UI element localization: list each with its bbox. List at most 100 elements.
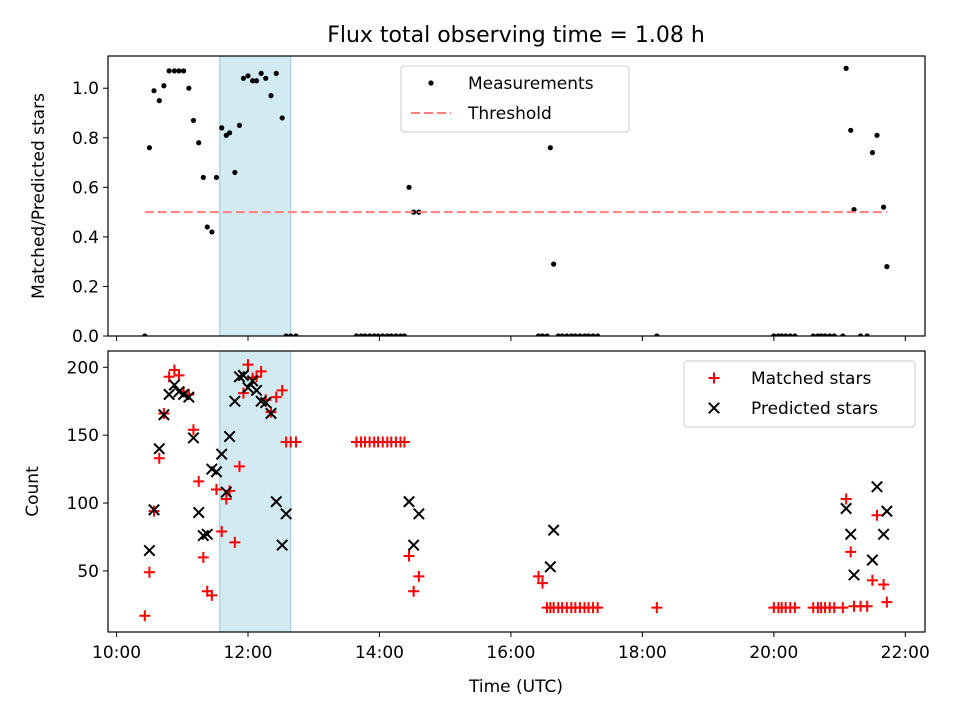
data-point-predicted-stars [197,529,210,542]
data-point-predicted-stars [223,430,236,443]
data-point-measurements [166,68,172,74]
data-layer-1 [139,359,893,622]
data-point-measurements [581,333,588,336]
data-point-predicted-stars [840,502,853,515]
legend-swatch [428,80,434,86]
data-point-measurements [585,333,592,336]
data-point-matched-stars [881,596,893,608]
data-point-matched-stars [403,550,415,562]
data-point-predicted-stars [280,507,293,520]
data-point-measurements [393,333,399,336]
data-point-predicted-stars [182,391,195,404]
data-point-matched-stars [837,602,849,614]
data-point-measurements [857,333,864,336]
legend-label: Matched stars [751,369,871,389]
data-point-measurements [236,122,243,128]
data-point-measurements [268,93,274,99]
data-point-predicted-stars [143,544,156,557]
data-point-matched-stars [861,600,873,612]
data-point-predicted-stars [412,507,425,520]
data-point-matched-stars [187,424,199,436]
data-point-matched-stars [533,570,545,582]
data-point-predicted-stars [192,506,205,519]
y-tick-label: 50 [77,562,99,582]
y-tick-label: 200 [67,358,99,378]
data-point-predicted-stars [157,408,170,421]
data-point-measurements [245,73,251,79]
data-point-measurements [568,333,574,336]
data-point-measurements [840,333,846,336]
panel-bottom: 50 100 150 200 10:00 12:00 14:00 16:00 18:00 20:0… [23,350,930,663]
data-point-measurements [213,174,220,181]
data-point-measurements [843,65,849,71]
data-point-matched-stars [270,391,282,403]
data-point-predicted-stars [233,370,246,383]
data-point-measurements [831,333,837,336]
data-point-measurements [279,115,285,121]
data-point-predicted-stars [259,396,272,409]
data-point-measurements [779,333,785,336]
data-point-predicted-stars [848,569,860,581]
data-point-predicted-stars [148,503,160,516]
data-point-measurements [406,184,412,190]
data-point-measurements [792,333,798,336]
data-point-measurements [559,333,565,336]
data-point-measurements [564,333,570,336]
data-point-matched-stars [153,452,165,464]
data-point-measurements [827,333,833,336]
data-point-predicted-stars [168,379,181,391]
data-point-matched-stars [651,602,663,614]
y-tick-label: 0.0 [72,327,99,347]
data-point-measurements [864,333,870,336]
data-point-measurements [869,150,876,156]
data-point-matched-stars [206,589,218,601]
data-point-matched-stars [242,359,254,371]
data-point-matched-stars [413,570,425,582]
data-point-measurements [273,70,279,76]
data-point-measurements [176,68,182,74]
data-point-measurements [595,333,601,336]
data-point-predicted-stars [866,554,879,566]
data-point-measurements [146,145,153,151]
data-point-measurements [362,333,368,336]
data-point-matched-stars [143,566,155,578]
data-point-predicted-stars [242,381,254,394]
legend-label: Measurements [468,74,594,94]
data-point-measurements [263,75,269,81]
data-point-measurements [186,85,192,91]
data-point-predicted-stars [187,431,200,444]
data-point-predicted-stars [153,442,166,455]
legend-label: Threshold [467,104,552,124]
data-point-measurements [783,333,789,336]
legend-box [400,65,630,133]
data-point-predicted-stars [547,524,560,537]
y-tick-label: 0.4 [72,228,99,248]
data-point-measurements [810,333,816,336]
data-point-matched-stars [789,602,801,614]
data-point-predicted-stars [877,528,890,541]
data-point-measurements [572,333,578,336]
data-point-measurements [787,333,793,336]
data-point-measurements [258,70,264,76]
data-point-matched-stars [229,536,241,548]
data-point-matched-stars [216,526,228,538]
data-point-predicted-stars [407,539,420,552]
data-point-predicted-stars [544,560,557,573]
y-tick-label: 0.8 [72,129,99,149]
data-point-measurements [388,333,394,336]
legend-1: Matched stars Predicted stars [683,360,916,428]
data-point-measurements [551,261,557,267]
data-point-measurements [884,264,890,270]
data-point-measurements [250,78,256,84]
data-point-measurements [535,333,542,336]
data-point-measurements [654,333,660,336]
data-point-measurements [358,333,364,336]
x-tick-label: 22:00 [881,643,930,663]
data-point-measurements [874,132,880,138]
data-point-measurements [219,125,225,131]
legend-label: Predicted stars [751,399,878,419]
y-axis-label: Matched/Predicted stars [29,93,49,299]
data-point-measurements [848,127,854,133]
data-point-measurements [547,145,553,151]
